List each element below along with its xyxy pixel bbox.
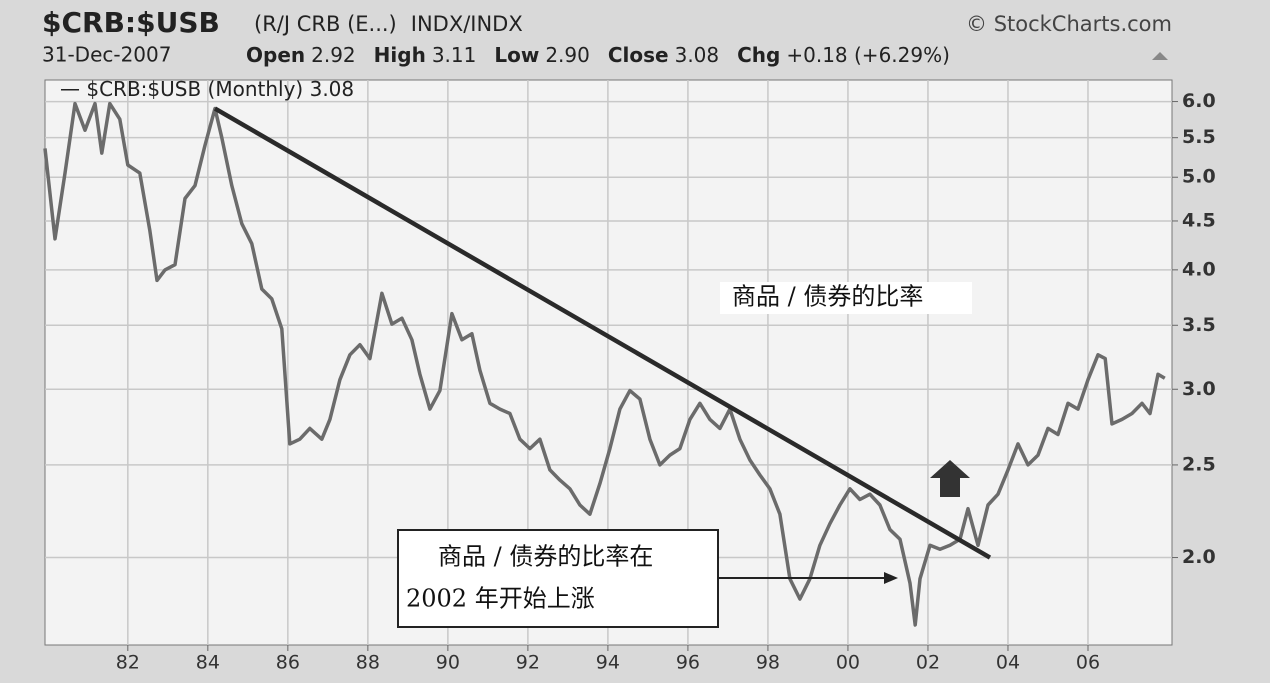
annotation: 商品 / 债券的比率在	[438, 543, 653, 571]
marks	[43, 101, 1166, 627]
y-tick-label: 5.5	[1182, 126, 1216, 148]
line	[43, 101, 1166, 627]
source: © StockCharts.com	[966, 12, 1172, 36]
stat-value: +0.18 (+6.29%)	[786, 43, 950, 67]
annotation-box	[397, 529, 719, 628]
chart-title: $CRB:$USB	[42, 6, 220, 39]
stat-label: Close	[608, 43, 669, 67]
trend-line	[213, 106, 992, 560]
x-tick-label: 84	[196, 652, 220, 674]
y-tick-label: 6.0	[1182, 90, 1216, 112]
x-tick-label: 04	[996, 652, 1020, 674]
annotation-arrowhead	[884, 572, 898, 584]
stat-value: 2.92	[311, 43, 356, 67]
stat-value: 3.08	[675, 43, 720, 67]
stat-label: Open	[246, 43, 305, 67]
date: 31-Dec-2007	[42, 43, 171, 67]
stat-value: 2.90	[545, 43, 590, 67]
stat-label: Chg	[737, 43, 780, 67]
annotation: 2002 年开始上涨	[406, 585, 595, 613]
y-tick-label: 3.5	[1182, 314, 1216, 336]
x-tick-label: 86	[276, 652, 300, 674]
x-tick-label: 96	[676, 652, 700, 674]
annotation: 商品 / 债券的比率	[732, 283, 923, 311]
x-tick-label: 98	[756, 652, 780, 674]
x-tick-label: 82	[116, 652, 140, 674]
stat-label: High	[374, 43, 426, 67]
change-arrow	[1152, 52, 1168, 60]
up-arrow	[930, 460, 970, 497]
chart-subtitle: (R/J CRB (E...) INDX/INDX	[254, 12, 523, 36]
x-tick-label: 90	[436, 652, 460, 674]
y-tick-label: 4.0	[1182, 258, 1216, 280]
x-tick-label: 88	[356, 652, 380, 674]
x-tick-label: 94	[596, 652, 620, 674]
legend-label: $CRB:$USB (Monthly)	[86, 77, 303, 101]
y-tick-label: 4.5	[1182, 209, 1216, 231]
y-tick-label: 2.0	[1182, 546, 1216, 568]
x-tick-label: 00	[836, 652, 860, 674]
x-tick-label: 02	[916, 652, 940, 674]
y-tick-label: 3.0	[1182, 378, 1216, 400]
stat-label: Low	[494, 43, 539, 67]
legend: — $CRB:$USB (Monthly) 3.08	[60, 77, 354, 101]
stat-value: 3.11	[432, 43, 477, 67]
legend-last-value: 3.08	[310, 77, 355, 101]
x-tick-label: 92	[516, 652, 540, 674]
annotation-bg	[720, 282, 972, 314]
symbol-name: (R/J CRB (E...)	[254, 12, 397, 36]
y-tick-label: 2.5	[1182, 453, 1216, 475]
y-tick-label: 5.0	[1182, 166, 1216, 188]
exchange: INDX/INDX	[411, 12, 523, 36]
stats: Open 2.92 High 3.11 Low 2.90 Close 3.08 Chg +0.18…	[246, 43, 950, 67]
x-tick-label: 06	[1076, 652, 1100, 674]
